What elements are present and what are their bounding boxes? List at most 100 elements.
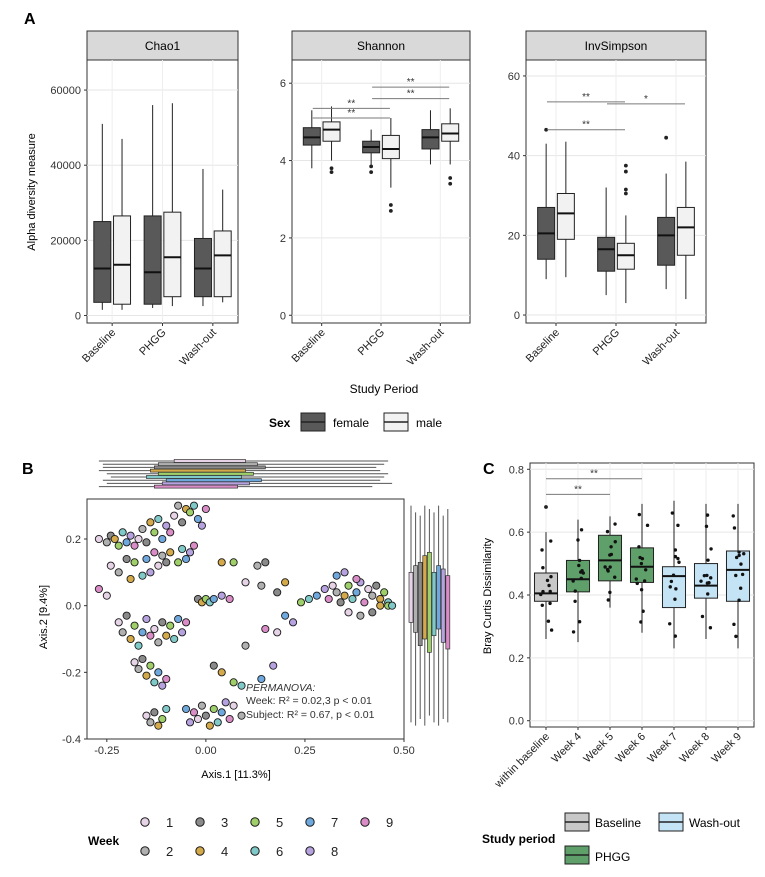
permanova-week: Week: R² = 0.02,3 p < 0.01 (246, 695, 372, 707)
pcoa-point-week-5 (209, 704, 218, 714)
pcoa-point-week-4 (205, 721, 214, 730)
week-legend: Week 1 2 3 4 5 6 7 8 9 (88, 815, 393, 859)
box-wash-out-male-outlier-1 (448, 176, 453, 180)
bray-box-week-5-point-3 (603, 565, 607, 569)
pcoa-point-week-7 (352, 588, 361, 597)
pcoa-point-week-8 (146, 568, 155, 577)
pcoa-point-week-1 (328, 581, 337, 590)
box-baseline-male-box (113, 215, 132, 305)
pcoa-point-week-4 (162, 631, 171, 640)
pcoa-point-week-1 (273, 628, 282, 637)
bray-box-week-9-point-6 (737, 553, 741, 558)
pcoa-point-week-6 (189, 501, 199, 510)
bray-box-week-5-point-9 (608, 565, 612, 569)
pcoa-point-week-7 (142, 554, 151, 564)
bray-box-within-baseline-point-8 (541, 566, 545, 570)
bray-box-within-baseline-point-3 (548, 589, 552, 594)
bray-box-week-9-point-8 (737, 550, 741, 554)
permanova-title: PERMANOVA: (246, 682, 316, 694)
bray-box-week-4-point-0 (577, 563, 581, 568)
y-tick-label: 40 (508, 151, 520, 163)
significance-label: ** (582, 120, 590, 131)
legend-label-female: female (333, 416, 369, 430)
pcoa-point-week-1 (241, 578, 250, 587)
pcoa-point-week-9 (162, 674, 171, 684)
pcoa-point-week-7 (154, 668, 163, 677)
pcoa-point-week-8 (340, 568, 349, 577)
pcoa-point-week-8 (142, 614, 151, 624)
bray-box-week-4-point-1 (571, 630, 576, 634)
pcoa-point-week-9 (189, 708, 199, 717)
box-wash-out-male-box (213, 230, 232, 298)
pcoa-point-week-6 (348, 594, 357, 604)
pcoa-point-week-5 (380, 588, 389, 597)
week-legend-label-4: 4 (221, 844, 228, 859)
marginal-top-box-week-2 (157, 462, 258, 467)
pcoa-point-week-4 (142, 671, 151, 680)
sex-legend: Sex female male (269, 412, 442, 432)
pcoa-point-week-6 (304, 594, 313, 604)
bray-box-within-baseline-point-11 (549, 539, 553, 543)
week-legend-label-2: 2 (166, 844, 173, 859)
bray-box-week-7-point-11 (670, 511, 675, 515)
significance-label: ** (347, 108, 355, 119)
pcoa-point-week-9 (225, 594, 234, 604)
pcoa-point-week-3 (209, 661, 218, 670)
bray-box-week-6-point-9 (643, 568, 648, 572)
legend-label-male: male (416, 416, 442, 430)
pcoa-point-week-8 (126, 531, 135, 540)
week-legend-key-7 (305, 817, 315, 827)
pcoa-point-week-8 (288, 618, 298, 627)
bray-x-tick-label: Week 6 (613, 731, 648, 766)
pcoa-x-axis-label: Axis.1 [11.3%] (201, 769, 271, 781)
pcoa-point-week-8 (162, 521, 171, 530)
box-baseline-male-outlier-1 (329, 166, 334, 171)
bray-box-week-5-point-6 (606, 569, 610, 573)
y-tick-label: 6 (280, 78, 286, 90)
bray-significance-label: ** (590, 469, 598, 480)
bray-box-week-8-point-2 (700, 614, 705, 619)
bray-box-week-5-point-8 (609, 545, 613, 549)
pcoa-point-week-6 (118, 528, 127, 537)
bray-box-week-4-point-2 (577, 620, 582, 624)
bray-box-week-4-point-8 (577, 558, 582, 563)
pcoa-point-week-1 (344, 608, 353, 617)
bray-box-week-8-point-7 (706, 558, 710, 562)
week-legend-key-2 (140, 846, 150, 856)
pcoa-point-week-7 (281, 611, 290, 620)
y-tick-label: 60 (508, 71, 520, 83)
pcoa-point-week-4 (376, 601, 385, 610)
pcoa-point-week-2 (197, 701, 206, 710)
pcoa-point-week-5 (130, 558, 139, 567)
permanova-subject: Subject: R² = 0.67, p < 0.01 (246, 709, 375, 721)
marginal-right-box-week-1 (408, 571, 414, 623)
pcoa-point-week-5 (114, 541, 123, 550)
bray-box-week-8-point-11 (705, 513, 710, 517)
pcoa-point-week-2 (158, 551, 167, 560)
bray-box-week-7-point-12 (676, 556, 680, 561)
bray-box-week-7-point-2 (668, 622, 672, 626)
box-baseline-female-box (93, 221, 112, 303)
bray-box-within-baseline-outlier-0 (544, 505, 548, 509)
marginal-right-box-week-3 (417, 561, 423, 647)
pcoa-point-week-8 (197, 521, 206, 530)
bray-box-within-baseline-point-7 (549, 574, 553, 579)
box-baseline-male-outlier-0 (329, 170, 334, 175)
pcoa-y-tick-label: -0.2 (62, 667, 81, 679)
pcoa-point-week-3 (150, 708, 159, 717)
pcoa-point-week-9 (201, 504, 210, 514)
pcoa-point-week-1 (170, 511, 179, 520)
pcoa-x-tick-label: 0.25 (294, 745, 315, 757)
bray-box-week-7-box (661, 566, 687, 609)
pcoa-point-week-8 (158, 681, 167, 690)
pcoa-y-axis-label: Axis.2 [9.4%] (38, 585, 50, 649)
bray-y-axis-label: Bray Curtis Dissimilarity (482, 537, 494, 654)
marginal-right-box-week-2 (413, 565, 418, 633)
significance-label: ** (582, 92, 590, 103)
bray-box-week-8-point-9 (705, 573, 709, 578)
pcoa-point-week-5 (229, 678, 238, 687)
bray-box-week-9-point-9 (734, 573, 738, 578)
box-phgg-male-outlier-3 (623, 163, 628, 168)
pcoa-x-tick-label: 0.50 (393, 745, 414, 757)
